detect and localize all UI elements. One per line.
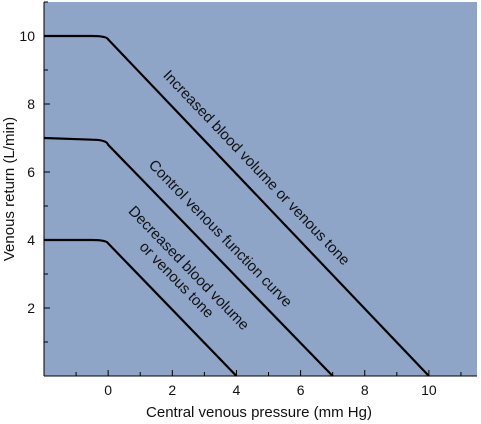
plot-area [44, 2, 477, 376]
x-axis-title: Central venous pressure (mm Hg) [146, 404, 372, 421]
y-tick-label: 6 [27, 164, 35, 180]
y-tick-label: 2 [27, 300, 35, 316]
series-line-3 [44, 238, 238, 377]
y-axis: 2 4 6 8 10 [19, 1, 50, 376]
x-tick-label: 10 [421, 382, 437, 398]
series-line-1 [44, 34, 430, 377]
series-line-2 [43, 136, 334, 377]
curves-layer [43, 34, 430, 377]
x-tick-label: 6 [297, 382, 305, 398]
y-tick-label: 10 [19, 28, 35, 44]
y-tick-label: 8 [27, 96, 35, 112]
x-tick-label: 4 [233, 382, 241, 398]
x-tick-label: 0 [104, 382, 112, 398]
x-tick-label: 2 [168, 382, 176, 398]
y-axis-title: Venous return (L/min) [1, 117, 18, 261]
y-tick-label: 4 [27, 232, 35, 248]
x-tick-label: 8 [361, 382, 369, 398]
x-axis: 0 2 4 6 8 10 [44, 370, 477, 398]
